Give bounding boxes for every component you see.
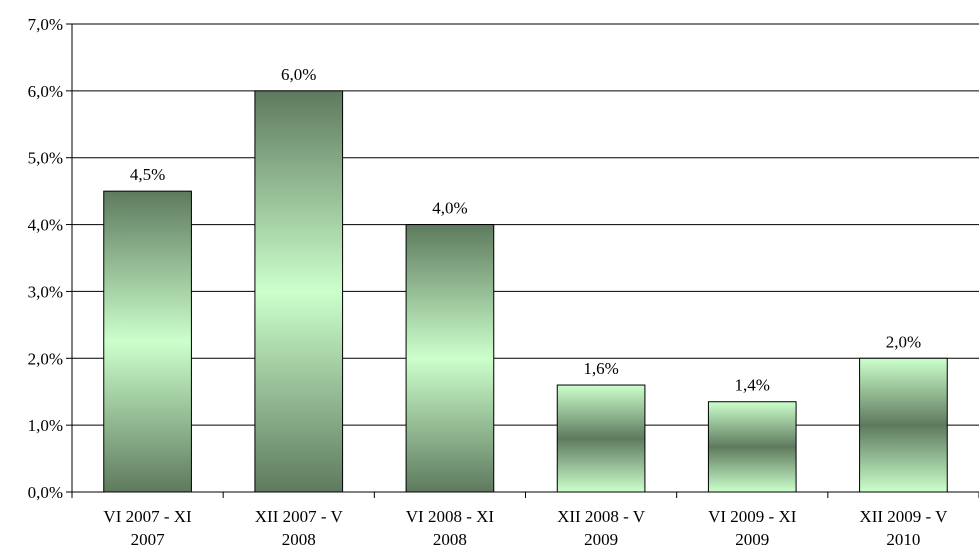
x-tick-label: XII 2009 - V (859, 507, 948, 526)
data-label: 1,4% (735, 376, 770, 395)
x-tick-label: VI 2008 - XI (406, 507, 495, 526)
y-tick-label: 7,0% (28, 15, 63, 34)
gridlines (72, 23, 979, 426)
bar (556, 384, 646, 493)
data-label: 6,0% (281, 65, 316, 84)
bar (254, 90, 344, 493)
bar (103, 190, 192, 493)
x-tick-label: 2009 (735, 530, 769, 549)
bars (103, 90, 948, 493)
y-tick-label: 2,0% (28, 349, 63, 368)
axes (66, 23, 979, 498)
data-label: 4,0% (432, 199, 467, 218)
bar (405, 224, 495, 493)
x-tick-label: VI 2009 - XI (708, 507, 797, 526)
data-label: 4,5% (130, 165, 165, 184)
x-tick-label: XII 2008 - V (557, 507, 646, 526)
data-label: 1,6% (583, 359, 618, 378)
labels: 0,0% 1,0% 2,0% 3,0% 4,0% 5,0% 6,0% 7,0% 4,5% VI 2… (28, 15, 949, 549)
x-tick-label: 2010 (886, 530, 920, 549)
x-tick-label: 2009 (584, 530, 618, 549)
x-tick-label: 2008 (433, 530, 467, 549)
x-tick-label: VI 2007 - XI (103, 507, 192, 526)
x-tick-label: 2007 (131, 530, 166, 549)
data-label: 2,0% (886, 332, 921, 351)
x-tick-label: XII 2007 - V (255, 507, 344, 526)
bar (859, 357, 948, 493)
y-tick-label: 3,0% (28, 282, 63, 301)
y-tick-label: 6,0% (28, 82, 63, 101)
y-tick-label: 1,0% (28, 416, 63, 435)
y-tick-label: 4,0% (28, 216, 63, 235)
y-tick-label: 5,0% (28, 149, 63, 168)
y-tick-label: 0,0% (28, 483, 63, 502)
x-tick-label: 2008 (282, 530, 316, 549)
bar (707, 401, 797, 493)
